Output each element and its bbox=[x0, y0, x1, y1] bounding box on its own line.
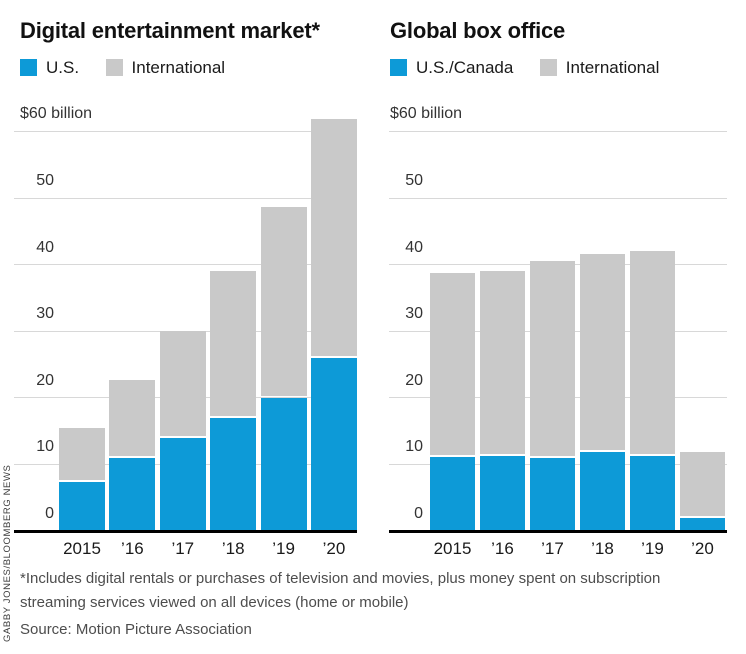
x-label-2015: 2015 bbox=[63, 539, 101, 558]
x-axis-baseline bbox=[389, 529, 727, 533]
y-tick-unit-label: $60 billion bbox=[20, 105, 93, 123]
y-tick-40: 40 bbox=[405, 238, 423, 256]
bar-us-16 bbox=[109, 457, 156, 531]
legend-swatch-us-canada-icon bbox=[390, 59, 407, 76]
legend-item-international-right: International bbox=[539, 58, 660, 78]
legend-swatch-international-icon bbox=[105, 59, 123, 76]
y-tick-unit-label: $60 billion bbox=[390, 105, 463, 123]
bar-us-18 bbox=[580, 452, 625, 531]
bar-us-20 bbox=[311, 357, 357, 531]
bar-international-20 bbox=[311, 119, 357, 356]
bar-international-16 bbox=[109, 380, 156, 456]
bar-international-18 bbox=[580, 253, 625, 451]
y-tick-30: 30 bbox=[405, 305, 423, 323]
bar-us-2015 bbox=[430, 457, 475, 531]
footnote-line-1: *Includes digital rentals or purchases o… bbox=[20, 570, 661, 587]
y-tick-10: 10 bbox=[405, 438, 423, 456]
y-tick-0: 0 bbox=[414, 505, 423, 522]
x-axis-baseline bbox=[14, 529, 357, 533]
bar-international-17 bbox=[530, 261, 575, 456]
y-tick-30: 30 bbox=[36, 305, 54, 323]
y-tick-50: 50 bbox=[405, 172, 423, 189]
y-tick-0: 0 bbox=[45, 505, 54, 522]
bar-us-19 bbox=[260, 397, 307, 531]
x-label-16: ’16 bbox=[491, 539, 514, 558]
legend-item-international: International bbox=[105, 58, 226, 78]
bar-international-16 bbox=[480, 271, 525, 454]
x-label-20: ’20 bbox=[691, 539, 714, 558]
bar-international-20 bbox=[680, 452, 725, 516]
legend-item-us: U.S. bbox=[20, 58, 79, 78]
bar-us-2015 bbox=[59, 481, 105, 531]
bar-us-19 bbox=[630, 455, 675, 531]
y-tick-20: 20 bbox=[36, 371, 54, 389]
bar-us-17 bbox=[530, 457, 575, 531]
bar-us-16 bbox=[480, 455, 525, 531]
chart-title-digital-entertainment: Digital entertainment market* bbox=[20, 18, 320, 43]
footnote-line-2: streaming services viewed on all devices… bbox=[20, 594, 409, 611]
footer: *Includes digital rentals or purchases o… bbox=[20, 567, 732, 642]
x-label-19: ’19 bbox=[641, 539, 664, 558]
bar-us-18 bbox=[210, 417, 257, 531]
photo-credit: GABBY JONES/BLOOMBERG NEWS bbox=[2, 464, 13, 643]
bar-international-2015 bbox=[430, 272, 475, 456]
x-label-18: ’18 bbox=[221, 539, 245, 558]
bar-international-2015 bbox=[59, 428, 105, 480]
legend-right: U.S./Canada International bbox=[390, 58, 681, 80]
x-label-18: ’18 bbox=[591, 539, 614, 558]
x-label-17: ’17 bbox=[541, 539, 564, 558]
legend-swatch-international-right-icon bbox=[539, 59, 557, 76]
x-label-17: ’17 bbox=[171, 539, 195, 558]
legend-label-us: U.S. bbox=[46, 58, 80, 77]
x-label-2015: 2015 bbox=[433, 539, 472, 558]
gridline-40 bbox=[14, 264, 357, 266]
bar-international-19 bbox=[260, 207, 307, 396]
gridline-60 bbox=[389, 130, 727, 132]
x-label-19: ’19 bbox=[272, 539, 295, 558]
bar-international-17 bbox=[159, 331, 206, 436]
bar-us-17 bbox=[159, 437, 206, 531]
y-tick-50: 50 bbox=[36, 172, 54, 189]
legend-label-international-right: International bbox=[565, 58, 660, 77]
legend-left: U.S. International bbox=[20, 58, 247, 80]
y-tick-10: 10 bbox=[36, 438, 54, 456]
gridline-50 bbox=[389, 197, 727, 199]
gridline-50 bbox=[14, 197, 357, 199]
x-label-16: ’16 bbox=[121, 539, 144, 558]
y-tick-40: 40 bbox=[36, 238, 54, 256]
bar-us-20 bbox=[680, 517, 725, 531]
bar-international-19 bbox=[630, 251, 675, 454]
legend-item-us-canada: U.S./Canada bbox=[390, 58, 513, 78]
source-line: Source: Motion Picture Association bbox=[20, 621, 252, 638]
x-label-20: ’20 bbox=[322, 539, 346, 558]
legend-label-international: International bbox=[131, 58, 226, 77]
gridline-60 bbox=[14, 130, 357, 132]
legend-label-us-canada: U.S./Canada bbox=[416, 58, 514, 77]
legend-swatch-us-icon bbox=[20, 59, 37, 76]
chart-title-global-box-office: Global box office bbox=[390, 18, 566, 43]
bar-international-18 bbox=[210, 271, 257, 416]
y-tick-20: 20 bbox=[405, 371, 423, 389]
